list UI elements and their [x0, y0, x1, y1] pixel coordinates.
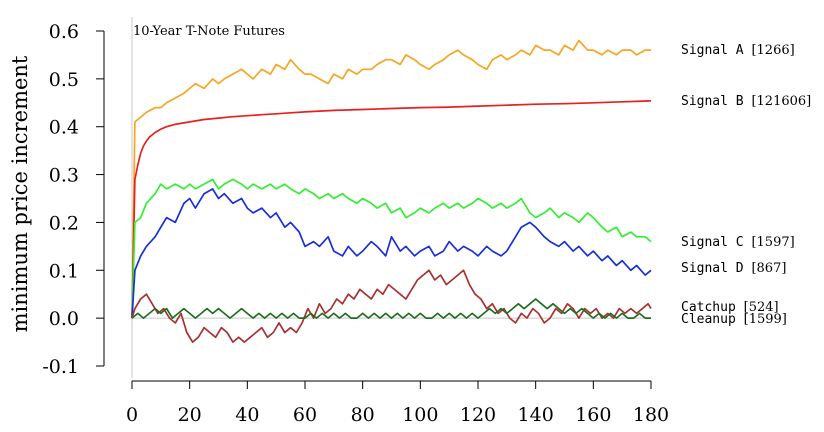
series-line-cleanup	[131, 298, 651, 319]
y-tick-label: 0.0	[49, 308, 79, 330]
x-tick-label: 80	[351, 404, 375, 426]
series-label-signal-a: Signal A [1266]	[681, 43, 795, 58]
x-tick-label: 180	[633, 404, 669, 426]
series-label-cleanup: Cleanup [1599]	[681, 312, 787, 327]
x-tick-label: 0	[126, 404, 138, 426]
series-label-catchup: Catchup [524]	[681, 300, 779, 315]
series-label-signal-d: Signal D [867]	[681, 261, 786, 276]
y-axis-title: minimum price increment	[8, 55, 32, 332]
y-tick-label: 0.5	[49, 69, 79, 91]
x-tick-label: 160	[575, 404, 611, 426]
y-tick-label: -0.1	[42, 356, 79, 378]
series-line-signal-c	[131, 178, 652, 319]
y-tick-label: 0.2	[49, 212, 79, 234]
series-label-signal-c: Signal C [1597]	[681, 235, 795, 250]
x-tick-label: 120	[460, 404, 496, 426]
y-tick-label: 0.6	[49, 21, 79, 43]
chart-title: 10-Year T-Note Futures	[133, 24, 285, 39]
series-line-signal-d	[131, 188, 652, 319]
x-tick-label: 100	[402, 404, 438, 426]
series-label-signal-b: Signal B [121606]	[681, 94, 811, 109]
series-line-catchup	[131, 269, 652, 343]
x-tick-label: 140	[518, 404, 554, 426]
x-tick-label: 20	[178, 404, 202, 426]
y-tick-label: 0.4	[49, 117, 79, 139]
x-tick-label: 60	[293, 404, 317, 426]
series-line-signal-b	[131, 100, 652, 319]
reference-lines	[131, 17, 651, 378]
series-lines	[131, 39, 652, 343]
x-tick-label: 40	[235, 404, 259, 426]
axes: -0.1 0.0 0.1 0.2 0.3 0.4 0.5 0.6 0 20 40 60 80 100 120…	[42, 21, 669, 426]
y-tick-label: 0.1	[49, 260, 79, 282]
series-line-signal-a	[131, 39, 651, 319]
series-labels: Signal A [1266] Signal B [121606] Signal C…	[681, 43, 811, 327]
y-tick-label: 0.3	[49, 165, 79, 187]
